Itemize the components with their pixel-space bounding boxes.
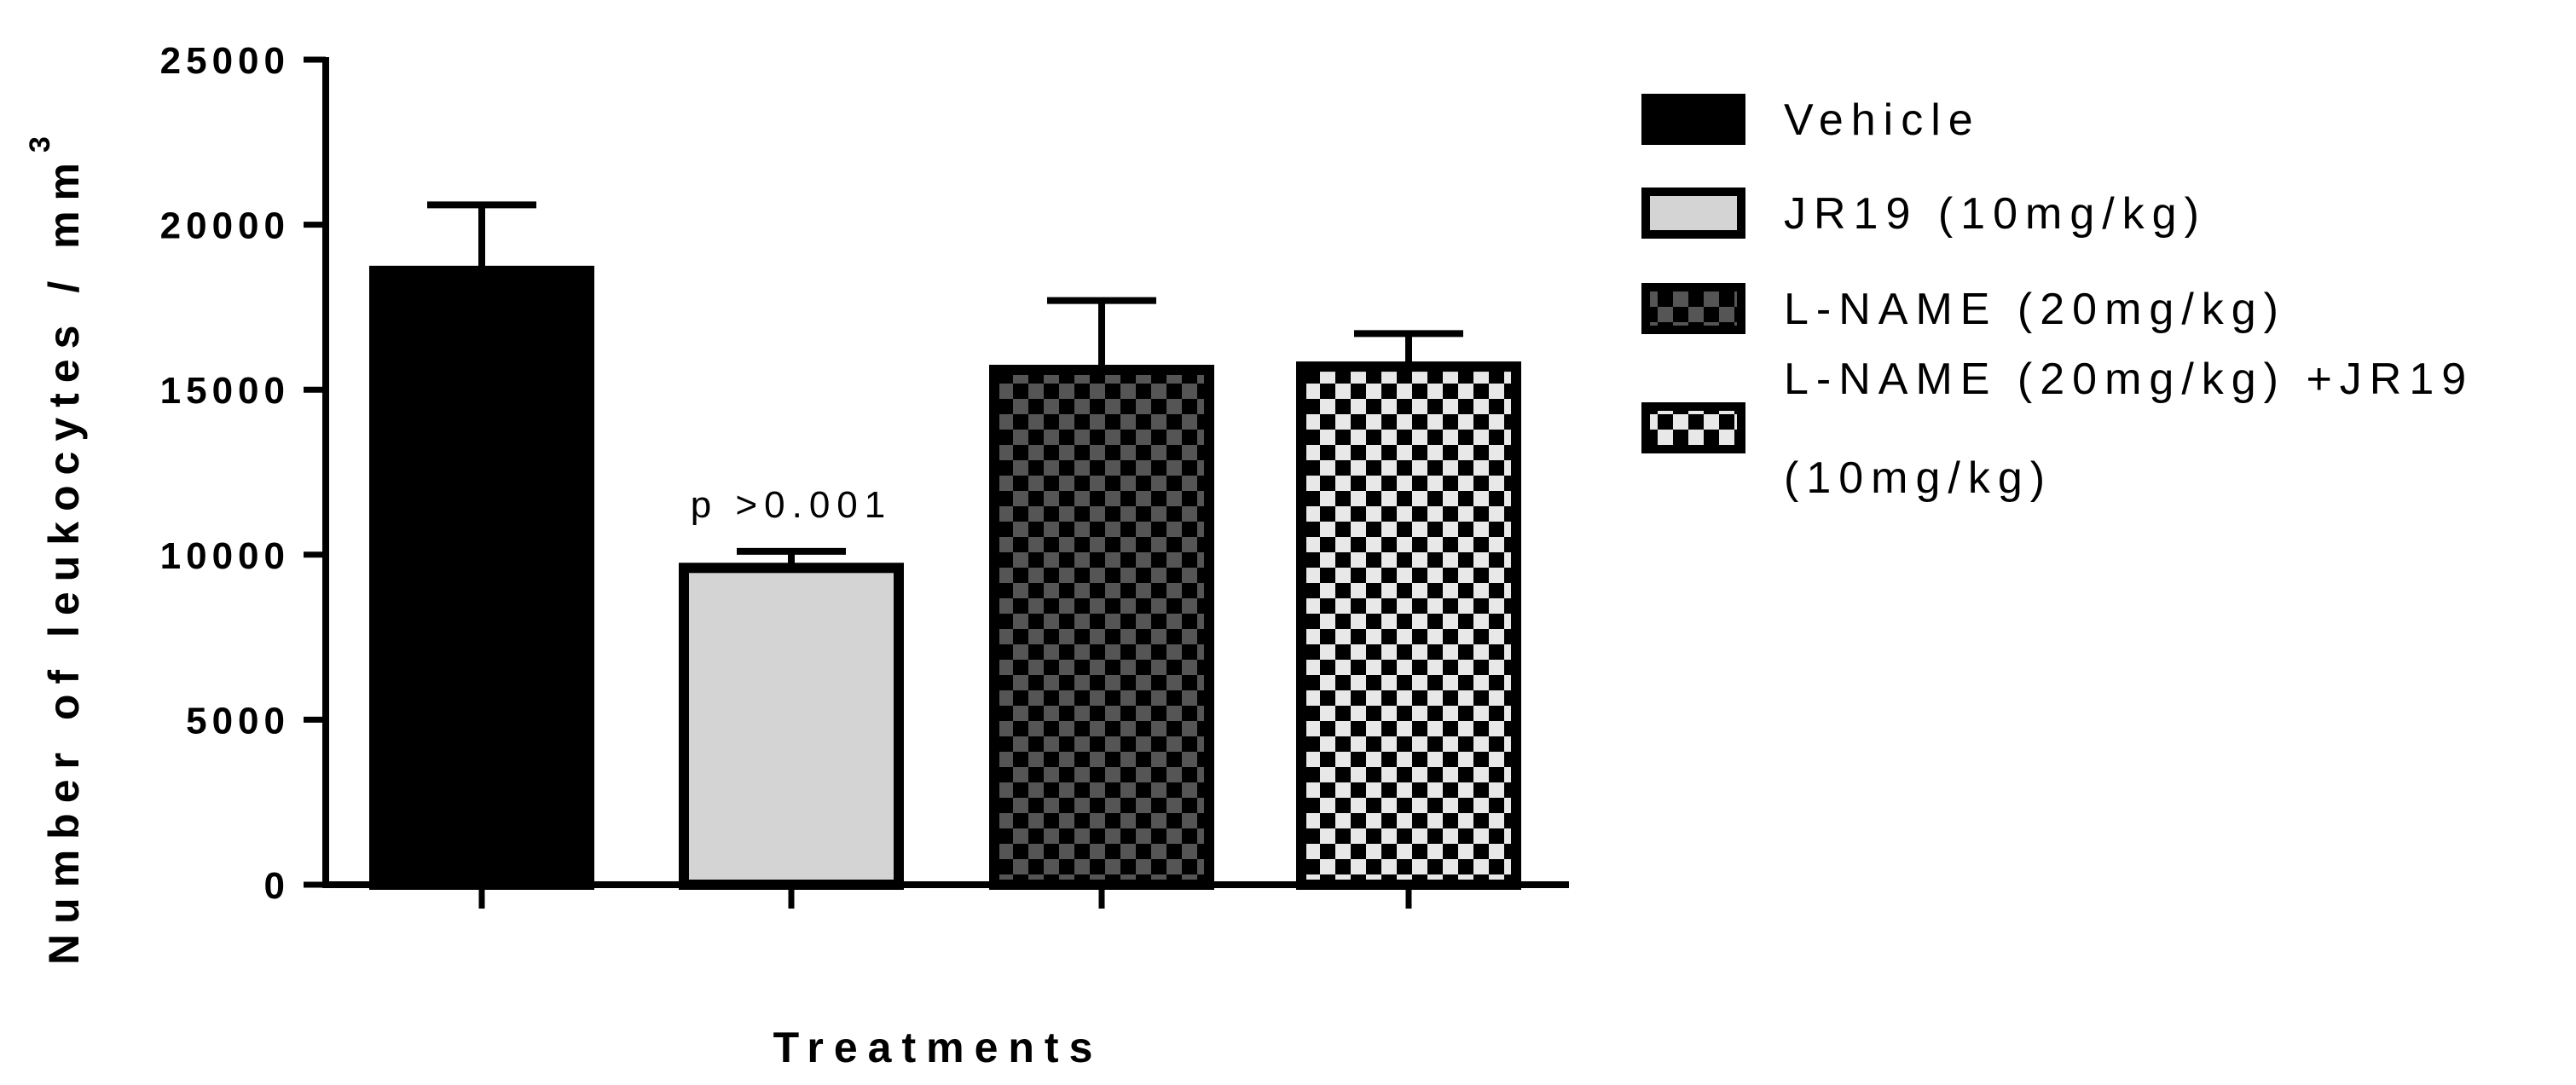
y-tick-label: 25000 [160,40,290,82]
legend-label: L-NAME (20mg/kg) [1784,285,2286,334]
legend-swatch [1641,283,1745,334]
y-tick-label: 15000 [160,370,290,412]
y-axis-title: Number of leukocytes / mm [40,153,88,965]
y-axis: 0 5000 10000 15000 20000 25000 [160,40,329,907]
legend-swatch [1641,402,1745,453]
legend-swatch [1641,188,1745,239]
y-tick-label: 5000 [186,700,290,742]
legend-swatch [1641,94,1745,145]
y-axis-title-superscript: 3 [24,126,56,153]
y-axis-title-group: Number of leukocytes / mm3 [24,126,88,965]
bars [369,201,1521,891]
legend-label: L-NAME (20mg/kg) +JR19 [1784,355,2474,404]
legend-label: (10mg/kg) [1784,453,2052,503]
y-tick-label: 20000 [160,205,290,247]
legend: Vehicle JR19 (10mg/kg) L-NAME (20mg/kg) L-N… [1641,94,2474,503]
legend-label: JR19 (10mg/kg) [1784,189,2207,239]
legend-label: Vehicle [1784,95,1981,145]
bar [989,364,1214,890]
annotations: p >0.001 [691,484,893,526]
y-tick-label: 0 [264,865,290,907]
bar [369,265,594,891]
y-tick-label: 10000 [160,535,290,577]
significance-annotation: p >0.001 [691,484,893,526]
svg-text:Number of leukocytes / mm3: Number of leukocytes / mm3 [24,126,88,965]
bar [679,563,904,891]
bar [1296,361,1521,890]
x-axis-title: Treatments [773,1024,1103,1071]
